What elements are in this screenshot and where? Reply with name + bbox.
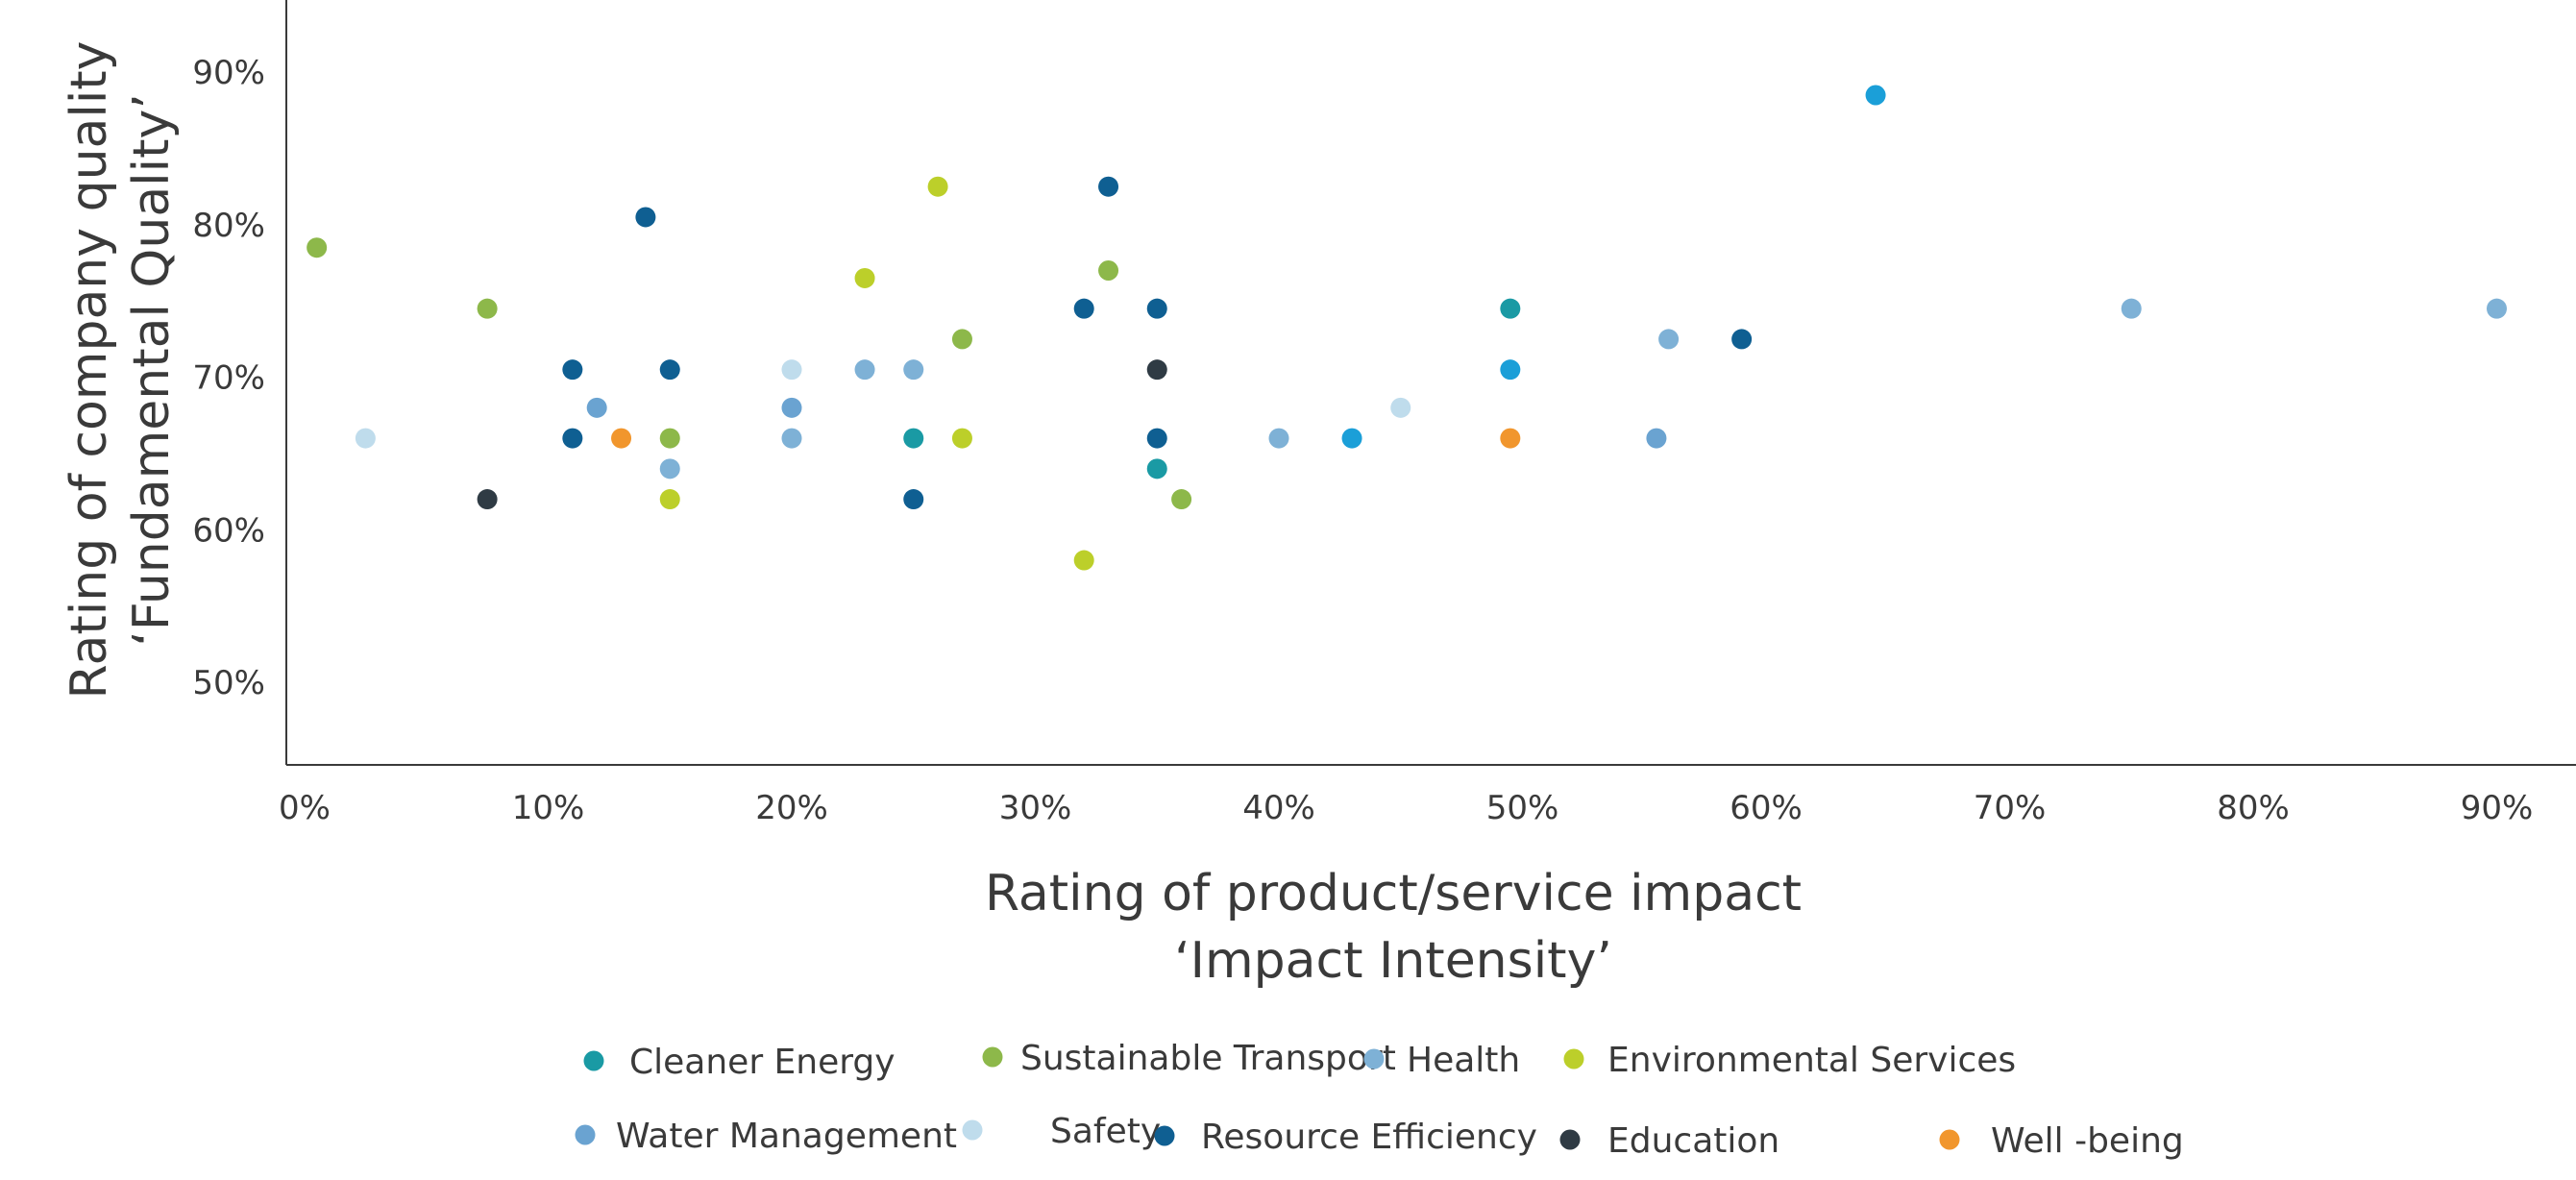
data-point: [1073, 298, 1094, 319]
y-tick-label: 60%: [192, 511, 265, 550]
data-point: [1146, 298, 1167, 319]
data-point: [1098, 176, 1119, 197]
data-points: [307, 85, 2507, 571]
legend-label: Cleaner Energy: [629, 1043, 895, 1082]
x-tick-label: 90%: [2461, 789, 2534, 827]
data-point: [659, 359, 680, 381]
data-point: [659, 458, 680, 479]
data-point: [1268, 428, 1289, 449]
data-point: [477, 489, 498, 510]
legend-label: Environmental Services: [1607, 1041, 2016, 1080]
data-point: [611, 428, 632, 449]
legend-marker: [575, 1124, 596, 1145]
x-tick-label: 80%: [2217, 789, 2290, 827]
legend-label: Education: [1607, 1121, 1779, 1161]
data-point: [781, 397, 802, 418]
data-point: [1390, 397, 1411, 418]
data-point: [586, 397, 607, 418]
y-tick-labels: 50% 60% 70% 80% 90%: [192, 54, 265, 702]
data-point: [903, 489, 924, 510]
x-tick-label: 20%: [755, 789, 828, 827]
data-point: [903, 428, 924, 449]
legend-marker: [1363, 1048, 1385, 1069]
x-tick-label: 40%: [1242, 789, 1315, 827]
legend-marker: [1154, 1125, 1175, 1146]
data-point: [951, 329, 972, 350]
data-point: [1731, 329, 1753, 350]
data-point: [1658, 329, 1680, 350]
data-point: [659, 489, 680, 510]
data-point: [1865, 85, 1886, 106]
data-point: [1073, 550, 1094, 571]
y-tick-label: 80%: [192, 207, 265, 245]
legend-marker: [1559, 1129, 1581, 1150]
data-point: [854, 359, 875, 381]
axes: [285, 0, 2576, 766]
data-point: [355, 428, 376, 449]
data-point: [1500, 298, 1521, 319]
data-point: [659, 428, 680, 449]
legend-label: Well -being: [1991, 1121, 2184, 1161]
legend-marker: [982, 1046, 1003, 1068]
data-point: [903, 359, 924, 381]
legend-marker: [583, 1050, 604, 1071]
legend-label: Sustainable Transport: [1020, 1039, 1396, 1078]
data-point: [781, 428, 802, 449]
x-axis-title-line1: Rating of product/service impact: [985, 865, 1802, 922]
data-point: [951, 428, 972, 449]
y-tick-label: 70%: [192, 359, 265, 398]
x-tick-label: 10%: [512, 789, 585, 827]
legend-marker: [962, 1119, 983, 1141]
data-point: [781, 359, 802, 381]
data-point: [854, 267, 875, 288]
x-tick-label: 70%: [1974, 789, 2047, 827]
data-point: [2487, 298, 2507, 319]
legend-label: Resource Efficiency: [1201, 1118, 1537, 1157]
x-tick-label: 60%: [1730, 789, 1803, 827]
x-axis-title-line2: ‘Impact Intensity’: [1174, 932, 1612, 990]
y-axis-title-line1: Rating of company quality: [61, 41, 118, 700]
legend: Cleaner Energy Sustainable Transport Healt…: [575, 1039, 2184, 1161]
data-point: [1146, 428, 1167, 449]
data-point: [1146, 359, 1167, 381]
legend-marker: [1563, 1048, 1584, 1069]
y-axis-title-line2: ‘Fundamental Quality’: [123, 93, 181, 647]
data-point: [562, 359, 583, 381]
data-point: [562, 428, 583, 449]
legend-label: Safety: [1050, 1112, 1161, 1151]
legend-label: Health: [1407, 1041, 1520, 1080]
data-point: [307, 237, 328, 258]
data-point: [1146, 458, 1167, 479]
x-tick-label: 0%: [279, 789, 331, 827]
x-tick-labels: 0% 10% 20% 30% 40% 50% 60% 70% 80% 90%: [279, 789, 2533, 827]
legend-marker: [1939, 1129, 1960, 1150]
data-point: [1500, 428, 1521, 449]
x-tick-label: 50%: [1486, 789, 1559, 827]
data-point: [927, 176, 948, 197]
data-point: [1098, 260, 1119, 282]
data-point: [1646, 428, 1667, 449]
data-point: [635, 207, 656, 228]
data-point: [2121, 298, 2142, 319]
y-tick-label: 90%: [192, 54, 265, 92]
data-point: [1171, 489, 1192, 510]
data-point: [1341, 428, 1362, 449]
legend-label: Water Management: [616, 1117, 957, 1156]
x-tick-label: 30%: [999, 789, 1072, 827]
y-tick-label: 50%: [192, 664, 265, 702]
data-point: [1500, 359, 1521, 381]
data-point: [477, 298, 498, 319]
